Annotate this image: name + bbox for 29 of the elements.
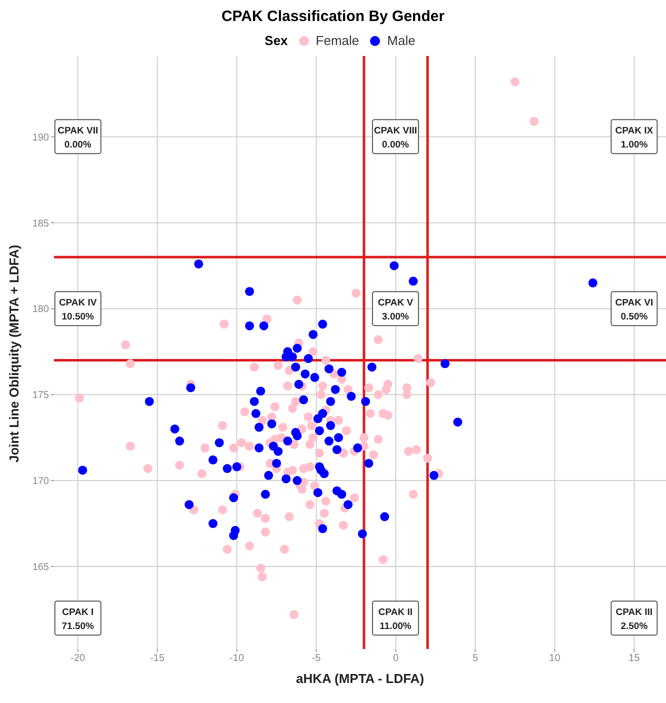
x-tick-label: -5 [312, 653, 322, 664]
y-tick-label: 185 [32, 218, 50, 230]
x-tick-label: 5 [472, 653, 478, 664]
legend-title: Sex [264, 33, 288, 48]
x-tick-label: 10 [549, 653, 561, 664]
y-tick-label: 180 [32, 304, 50, 316]
y-tick-label: 190 [32, 132, 50, 144]
x-tick-label: -20 [70, 653, 86, 664]
annotation: CPAK IX 1.00% [615, 126, 654, 151]
annotation: CPAK VI 0.50% [615, 298, 654, 323]
legend-label: Female [316, 33, 360, 48]
x-tick-label: -10 [230, 653, 244, 664]
annotation: CPAK V 3.00% [378, 298, 414, 323]
y-axis-title: Joint Line Obliquity (MPTA + LDFA) [6, 244, 22, 462]
y-tick-label: 165 [32, 562, 50, 574]
chart-title: CPAK Classification By Gender [220, 8, 446, 25]
annotation: CPAK III 2.50% [616, 607, 653, 632]
annotation: CPAK VII 0.00% [58, 126, 98, 151]
annotation: CPAK II 11.00% [378, 607, 413, 632]
x-axis-title: aHKA (MPTA - LDFA) [296, 671, 424, 686]
annotation: CPAK VIII 0.00% [374, 126, 418, 151]
x-tick-label: 15 [628, 653, 640, 664]
x-tick-label: 0 [392, 653, 399, 664]
y-tick-label: 175 [32, 390, 50, 402]
annotation: CPAK I 71.50% [62, 607, 95, 632]
y-tick-label: 170 [32, 476, 50, 488]
legend-label: Male [387, 33, 416, 48]
x-tick-label: -15 [150, 653, 165, 664]
annotation: CPAK IV 10.50% [58, 298, 98, 323]
